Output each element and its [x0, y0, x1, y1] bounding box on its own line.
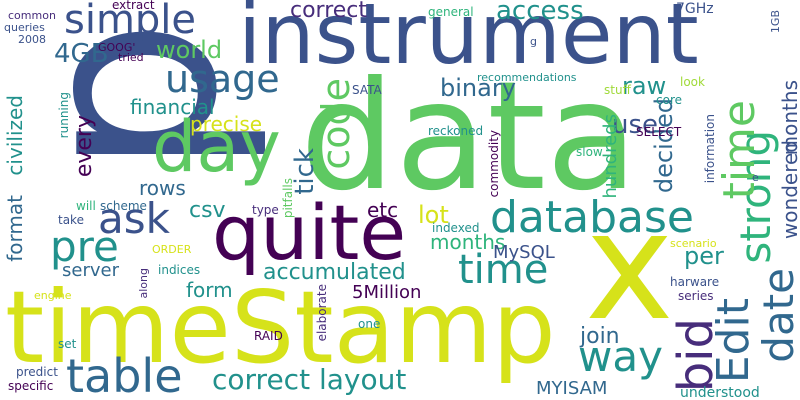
word-core: core — [656, 93, 682, 107]
word-elaborate: elaborate — [315, 284, 329, 342]
word-civilized: civilized — [3, 95, 27, 176]
word-stuff: stuff — [604, 83, 631, 97]
word-time-a: time — [458, 247, 549, 293]
word-data: data — [300, 50, 638, 224]
word-server: server — [62, 260, 119, 281]
word-hundreds: hundreds — [600, 114, 621, 199]
word-etc: etc — [367, 198, 399, 222]
word-scenario: scenario — [670, 237, 717, 250]
word-one: one — [358, 317, 381, 331]
word-database: database — [490, 192, 694, 243]
word-look: look — [680, 75, 705, 89]
word-format: format — [3, 195, 27, 262]
word-running: running — [57, 92, 71, 139]
word-table: table — [66, 349, 183, 400]
word-per: per — [684, 242, 724, 270]
word-every: every — [72, 115, 97, 178]
word-financial: financial — [130, 95, 215, 119]
word-will: will — [76, 199, 96, 213]
word-4gb: 4GB — [54, 39, 109, 69]
word-csv: csv — [189, 198, 226, 223]
word-access: access — [496, 0, 584, 26]
word-commodity: commodity — [487, 130, 501, 198]
word-specific: specific — [8, 379, 54, 393]
word-engine: engine — [34, 289, 72, 302]
word-reckoned: reckoned — [428, 124, 484, 138]
word-decided: decided — [650, 98, 678, 194]
word-extract: extract — [112, 0, 155, 12]
word-precise: precise — [190, 112, 263, 136]
word-take: take — [58, 213, 84, 227]
word-order: ORDER — [152, 243, 192, 256]
word-way: way — [578, 332, 663, 381]
word-lot: lot — [418, 201, 449, 229]
word-general: general — [428, 5, 474, 19]
word-2008: 2008 — [18, 33, 46, 46]
word-months-a: months — [430, 230, 506, 254]
word-along: along — [137, 268, 150, 299]
word-instrument: instrument — [238, 0, 699, 83]
word-series: series — [678, 289, 714, 303]
word-binary: binary — [440, 74, 516, 102]
word-usage: usage — [165, 57, 280, 101]
word-join: join — [580, 324, 620, 349]
word-ask: ask — [98, 194, 170, 243]
word-set: set — [58, 337, 77, 351]
word-goog: GOOG' — [98, 41, 136, 54]
word-world: world — [156, 36, 223, 64]
word-mysql: MySQL — [493, 242, 555, 263]
word-sata: SATA — [352, 83, 382, 97]
word-understood: understood — [680, 385, 760, 400]
word-ghz: 7GHz — [676, 1, 714, 17]
word-pitfalls: pitfalls — [281, 178, 295, 219]
word-pre: pre — [50, 222, 119, 271]
word-predict: predict — [16, 365, 58, 379]
word-form: form — [186, 278, 233, 302]
word-1gb: 1GB — [769, 10, 782, 34]
word-slow: slow — [576, 145, 603, 159]
word-simple: simple — [64, 0, 197, 43]
word-common: common — [8, 9, 56, 22]
word-code: code — [314, 78, 358, 170]
word-5million: 5Million — [352, 282, 422, 303]
word-indices: indices — [158, 263, 201, 277]
word-scheme: scheme — [100, 199, 147, 213]
word-bid: bid — [668, 318, 724, 393]
word-g: g — [530, 35, 537, 48]
word-indexed: indexed — [432, 221, 480, 235]
word-e: e — [752, 171, 759, 184]
word-rows: rows — [139, 176, 186, 200]
word-tick: tick — [290, 148, 320, 195]
word-harware: harware — [670, 275, 720, 289]
word-date: date — [754, 268, 800, 363]
word-queries: queries — [4, 21, 45, 34]
word-information: information — [703, 114, 717, 184]
word-day: day — [152, 106, 281, 188]
word-raid: RAID — [254, 329, 283, 343]
word-quite: quite — [212, 188, 407, 277]
word-timestamp: timeStamp — [5, 269, 556, 386]
word-raw: raw — [622, 72, 667, 100]
word-time-b: time — [714, 100, 765, 200]
word-type: type — [252, 203, 279, 217]
word-correct: correct — [290, 0, 368, 23]
word-accumulated: accumulated — [263, 260, 406, 285]
word-recommendations: recommendations — [477, 71, 577, 84]
word-myisam: MYISAM — [536, 378, 608, 399]
word-use: use — [612, 110, 659, 140]
word-x: x — [585, 180, 674, 354]
word-tried: tried — [118, 51, 144, 64]
word-select: SELECT — [636, 125, 682, 139]
word-wondered: wondered — [778, 140, 800, 240]
word-correct-layout: correct layout — [212, 363, 407, 396]
